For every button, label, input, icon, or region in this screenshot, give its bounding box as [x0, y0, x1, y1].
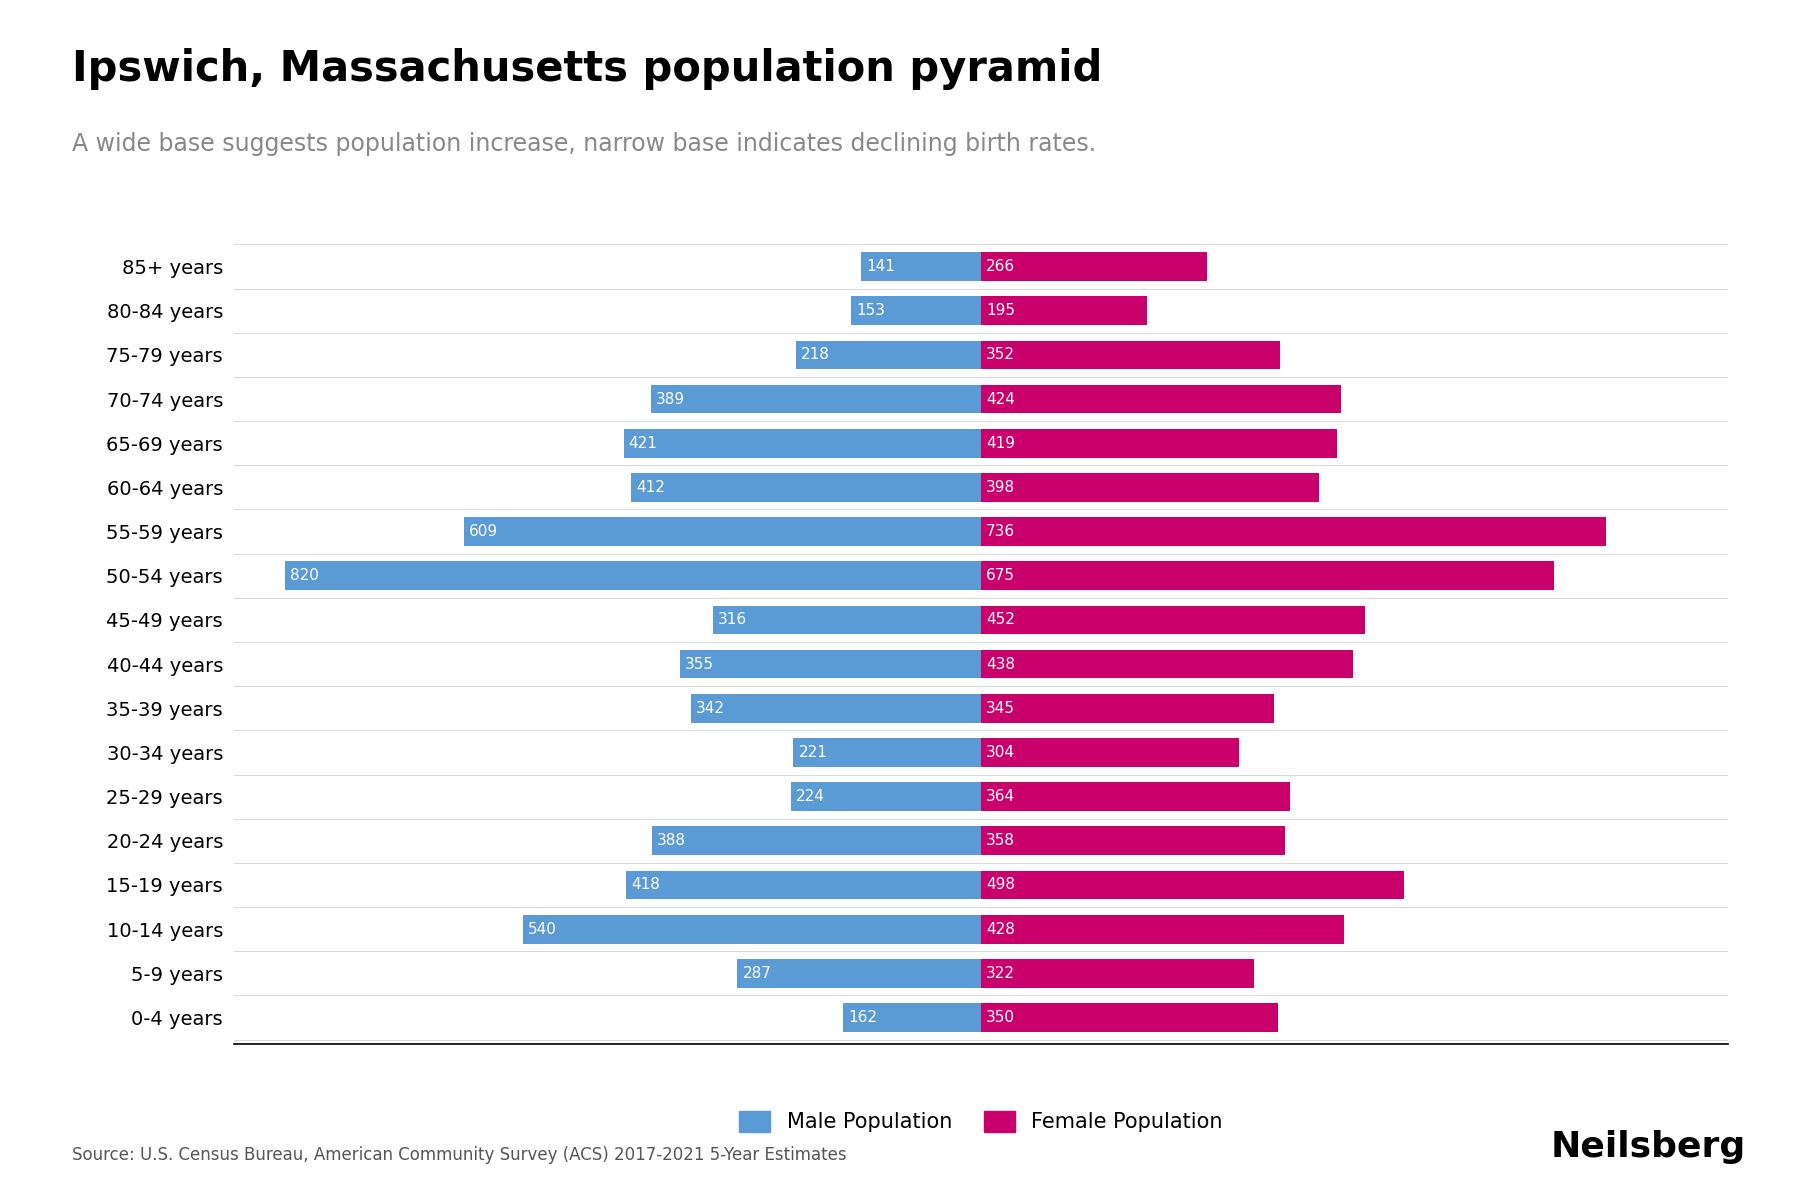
- Text: Ipswich, Massachusetts population pyramid: Ipswich, Massachusetts population pyrami…: [72, 48, 1102, 90]
- Bar: [981, 252, 1206, 281]
- Text: 355: 355: [684, 656, 715, 672]
- Text: 153: 153: [857, 304, 886, 318]
- Text: 342: 342: [697, 701, 725, 715]
- Text: 195: 195: [986, 304, 1015, 318]
- Text: 358: 358: [986, 833, 1015, 848]
- Text: 389: 389: [655, 391, 686, 407]
- Bar: [981, 562, 1553, 590]
- Bar: [981, 385, 1341, 413]
- Text: 675: 675: [986, 569, 1015, 583]
- Text: 304: 304: [986, 745, 1015, 760]
- Text: 540: 540: [527, 922, 556, 937]
- Bar: [851, 296, 981, 325]
- Bar: [981, 782, 1291, 811]
- Text: 287: 287: [742, 966, 772, 980]
- Legend: Male Population, Female Population: Male Population, Female Population: [740, 1111, 1222, 1133]
- Bar: [284, 562, 981, 590]
- Bar: [691, 694, 981, 722]
- Text: 388: 388: [657, 833, 686, 848]
- Text: 421: 421: [628, 436, 657, 451]
- Bar: [844, 1003, 981, 1032]
- Text: Source: U.S. Census Bureau, American Community Survey (ACS) 2017-2021 5-Year Est: Source: U.S. Census Bureau, American Com…: [72, 1146, 846, 1164]
- Bar: [981, 428, 1337, 457]
- Text: 350: 350: [986, 1010, 1015, 1025]
- Text: 424: 424: [986, 391, 1015, 407]
- Bar: [981, 959, 1255, 988]
- Bar: [981, 871, 1404, 899]
- Text: 498: 498: [986, 877, 1015, 893]
- Bar: [981, 694, 1274, 722]
- Text: 162: 162: [848, 1010, 878, 1025]
- Bar: [981, 606, 1364, 635]
- Text: 428: 428: [986, 922, 1015, 937]
- Text: Neilsberg: Neilsberg: [1552, 1130, 1746, 1164]
- Text: 316: 316: [718, 612, 747, 628]
- Text: 364: 364: [986, 790, 1015, 804]
- Text: 352: 352: [986, 347, 1015, 362]
- Text: 452: 452: [986, 612, 1015, 628]
- Bar: [981, 827, 1285, 856]
- Bar: [981, 914, 1345, 943]
- Text: 419: 419: [986, 436, 1015, 451]
- Text: 224: 224: [796, 790, 824, 804]
- Text: 418: 418: [632, 877, 661, 893]
- Bar: [738, 959, 981, 988]
- Bar: [981, 738, 1238, 767]
- Text: 345: 345: [986, 701, 1015, 715]
- Bar: [981, 517, 1606, 546]
- Bar: [981, 1003, 1278, 1032]
- Bar: [680, 649, 981, 678]
- Bar: [790, 782, 981, 811]
- Text: 609: 609: [470, 524, 499, 539]
- Text: 412: 412: [637, 480, 666, 494]
- Bar: [632, 473, 981, 502]
- Bar: [796, 341, 981, 370]
- Bar: [981, 296, 1147, 325]
- Text: 398: 398: [986, 480, 1015, 494]
- Bar: [652, 827, 981, 856]
- Bar: [522, 914, 981, 943]
- Text: 266: 266: [986, 259, 1015, 274]
- Bar: [981, 649, 1354, 678]
- Text: 322: 322: [986, 966, 1015, 980]
- Text: 438: 438: [986, 656, 1015, 672]
- Text: 221: 221: [799, 745, 828, 760]
- Bar: [626, 871, 981, 899]
- Bar: [862, 252, 981, 281]
- Bar: [981, 473, 1319, 502]
- Text: 736: 736: [986, 524, 1015, 539]
- Text: 218: 218: [801, 347, 830, 362]
- Bar: [623, 428, 981, 457]
- Bar: [652, 385, 981, 413]
- Text: 820: 820: [290, 569, 319, 583]
- Bar: [981, 341, 1280, 370]
- Text: A wide base suggests population increase, narrow base indicates declining birth : A wide base suggests population increase…: [72, 132, 1096, 156]
- Bar: [713, 606, 981, 635]
- Bar: [464, 517, 981, 546]
- Bar: [794, 738, 981, 767]
- Text: 141: 141: [866, 259, 895, 274]
